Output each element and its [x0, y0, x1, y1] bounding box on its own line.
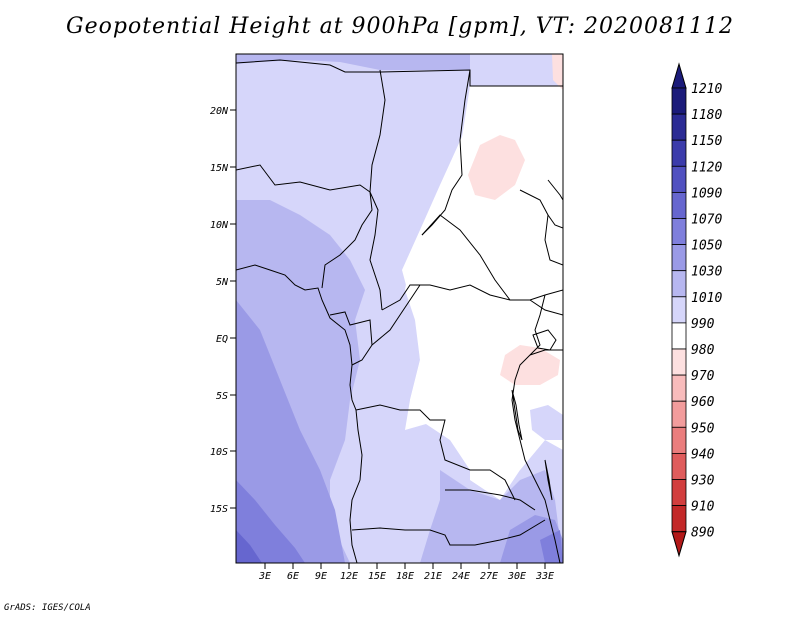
border-car-south: [381, 284, 563, 311]
lon-tick-label: 3E: [258, 571, 271, 582]
lon-tick-label: 15E: [368, 571, 386, 582]
colorbar-level-label: 940: [691, 447, 715, 462]
border-car-sudan: [421, 214, 511, 301]
colorbar-level-label: 930: [691, 474, 715, 489]
border-uganda: [529, 299, 563, 356]
border-gabon: [329, 311, 373, 366]
contour-fill-1090: [236, 530, 262, 563]
lat-tick-label: 15N: [210, 163, 229, 174]
lake-tanganyika: [511, 389, 523, 441]
colorbar-swatch: [671, 452, 687, 480]
lat-tick-label: EQ: [216, 334, 228, 345]
colorbar-level-label: 1090: [691, 186, 722, 201]
lat-tick-label: 10S: [210, 447, 228, 458]
lon-tick-label: 30E: [507, 571, 526, 582]
colorbar-level-label: 970: [691, 369, 715, 384]
border-drc-angola: [355, 404, 516, 501]
colorbar-swatch: [671, 374, 687, 402]
lon-tick-label: 27E: [480, 571, 498, 582]
colorbar-level-label: 1180: [691, 108, 722, 123]
colorbar-swatch: [671, 165, 687, 193]
contour-fill-1010-east: [530, 405, 563, 440]
colorbar-swatch: [671, 113, 687, 141]
border-nigeria-cameroon: [321, 191, 373, 289]
colorbar: 1210 1180 1150 1120 1090 1070 1050 1030 1010 990 9…: [671, 62, 722, 558]
border-niger-chad: [236, 59, 563, 87]
lake-malawi: [544, 459, 553, 501]
colorbar-min-arrow: [671, 531, 687, 558]
border-zambia: [445, 489, 536, 511]
lon-tick-label: 18E: [396, 571, 414, 582]
colorbar-swatch: [671, 191, 687, 219]
colorbar-level-label: 910: [691, 500, 715, 515]
colorbar-swatch: [671, 479, 687, 507]
contour-fill-1050: [236, 300, 563, 563]
colorbar-swatch: [671, 296, 687, 324]
plot-frame: [235, 53, 564, 564]
grads-credit: GrADS: IGES/COLA: [4, 603, 91, 613]
border-nigeria-north: [236, 164, 371, 193]
lon-axis: 3E 6E 9E 12E 15E 18E 21E 24E 27E 30E 33E: [258, 563, 554, 582]
border-layer: [236, 59, 563, 563]
colorbar-swatch: [671, 426, 687, 454]
contour-fill-980-ne: [552, 54, 563, 90]
colorbar-level-label: 990: [691, 317, 715, 332]
colorbar-level-label: 1210: [691, 82, 722, 97]
colorbar-swatch: [671, 348, 687, 376]
colorbar-swatch: [671, 400, 687, 428]
colorbar-swatch: [671, 87, 687, 115]
lon-tick-label: 33E: [535, 571, 554, 582]
lon-tick-label: 21E: [424, 571, 442, 582]
lat-tick-label: 10N: [210, 220, 229, 231]
colorbar-swatch: [671, 139, 687, 167]
colorbar-level-label: 1070: [691, 213, 722, 228]
border-east-africa: [511, 294, 561, 563]
colorbar-level-label: 1050: [691, 239, 722, 254]
contour-fill-980-sudan: [468, 135, 525, 200]
colorbar-swatch: [671, 322, 687, 350]
colorbar-swatch: [671, 270, 687, 298]
lat-tick-label: 5N: [216, 277, 229, 288]
border-kenya: [547, 179, 563, 229]
lat-axis: 20N 15N 10N 5N EQ 5S 10S 15S: [210, 106, 236, 515]
border-cameroon-car: [369, 69, 386, 311]
lat-tick-label: 20N: [210, 106, 229, 117]
lake-victoria: [532, 329, 557, 351]
border-congo-drc: [371, 284, 421, 346]
colorbar-max-arrow: [671, 62, 687, 89]
border-angola-south: [351, 519, 546, 546]
lat-tick-label: 15S: [210, 504, 228, 515]
lon-tick-label: 24E: [452, 571, 470, 582]
lat-tick-label: 5S: [216, 391, 228, 402]
border-chad-sudan: [421, 69, 471, 236]
lon-tick-label: 9E: [315, 571, 327, 582]
colorbar-swatch: [671, 218, 687, 246]
colorbar-level-label: 950: [691, 421, 715, 436]
coastline: [236, 264, 363, 563]
colorbar-swatch: [671, 244, 687, 272]
colorbar-swatch: [671, 505, 687, 533]
height-fill-layer: [236, 54, 563, 563]
contour-fill-980-lakes: [500, 345, 560, 385]
colorbar-level-label: 980: [691, 343, 715, 358]
border-sudan-east: [519, 189, 563, 266]
colorbar-level-label: 1030: [691, 265, 722, 280]
colorbar-level-label: 960: [691, 395, 715, 410]
colorbar-level-label: 890: [691, 526, 715, 541]
contour-fill-1030: [236, 54, 563, 563]
colorbar-level-label: 1150: [691, 134, 722, 149]
map-title: Geopotential Height at 900hPa [gpm], VT:…: [66, 14, 734, 39]
contour-fill-1070: [236, 480, 563, 563]
colorbar-level-label: 1120: [691, 160, 722, 175]
lon-tick-label: 12E: [340, 571, 358, 582]
lon-tick-label: 6E: [287, 571, 299, 582]
colorbar-level-label: 1010: [691, 291, 722, 306]
